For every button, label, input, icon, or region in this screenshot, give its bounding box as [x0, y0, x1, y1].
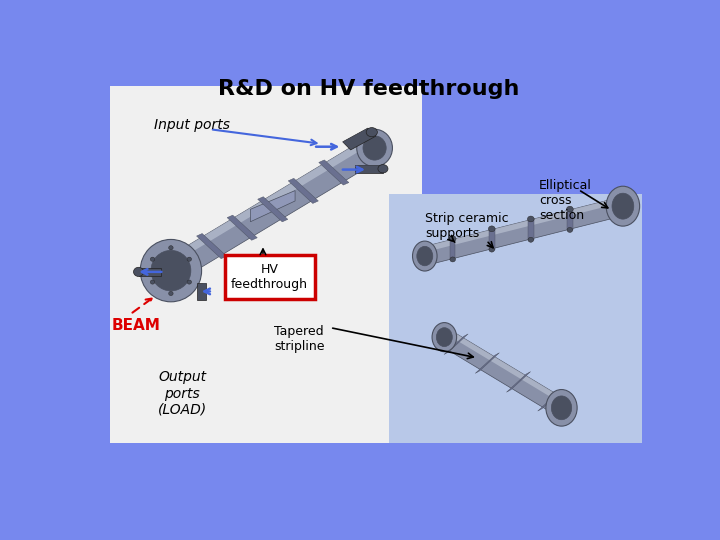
Polygon shape: [258, 197, 288, 222]
Ellipse shape: [168, 292, 173, 295]
Ellipse shape: [413, 241, 437, 271]
Polygon shape: [319, 160, 349, 185]
Text: R&D on HV feedthrough: R&D on HV feedthrough: [218, 79, 520, 99]
Ellipse shape: [187, 280, 192, 284]
FancyBboxPatch shape: [225, 255, 315, 299]
Ellipse shape: [552, 396, 572, 420]
Polygon shape: [197, 233, 227, 259]
Ellipse shape: [528, 216, 534, 222]
Text: Elliptical
cross
section: Elliptical cross section: [539, 179, 592, 222]
Polygon shape: [506, 372, 531, 392]
Polygon shape: [538, 390, 562, 411]
Ellipse shape: [168, 246, 173, 250]
Polygon shape: [567, 209, 572, 230]
Text: BEAM: BEAM: [111, 319, 160, 333]
Polygon shape: [227, 215, 257, 240]
Ellipse shape: [489, 247, 495, 252]
Polygon shape: [197, 283, 206, 300]
Polygon shape: [138, 274, 161, 276]
Bar: [389, 194, 642, 443]
Text: Output
ports
(LOAD): Output ports (LOAD): [158, 370, 207, 417]
Polygon shape: [343, 128, 376, 150]
Text: Input ports: Input ports: [154, 118, 230, 132]
Polygon shape: [437, 330, 569, 414]
Polygon shape: [444, 334, 468, 355]
Ellipse shape: [150, 280, 155, 284]
Ellipse shape: [150, 257, 155, 261]
Ellipse shape: [528, 237, 534, 242]
Ellipse shape: [151, 251, 191, 291]
Polygon shape: [251, 191, 295, 222]
Ellipse shape: [612, 193, 634, 219]
Ellipse shape: [567, 227, 572, 232]
Polygon shape: [450, 239, 456, 259]
Polygon shape: [475, 353, 500, 373]
Ellipse shape: [546, 389, 577, 426]
Ellipse shape: [366, 127, 377, 137]
Text: Strip ceramic
supports: Strip ceramic supports: [425, 212, 508, 240]
Polygon shape: [447, 330, 569, 405]
Ellipse shape: [356, 129, 392, 167]
Ellipse shape: [567, 206, 573, 212]
Ellipse shape: [449, 236, 456, 241]
Polygon shape: [355, 165, 383, 167]
Polygon shape: [355, 165, 383, 173]
Ellipse shape: [133, 267, 143, 276]
Ellipse shape: [488, 226, 495, 232]
Ellipse shape: [606, 186, 639, 226]
Ellipse shape: [432, 322, 456, 352]
Polygon shape: [203, 283, 206, 300]
Polygon shape: [489, 229, 495, 249]
Ellipse shape: [417, 246, 433, 266]
Polygon shape: [161, 139, 371, 267]
Text: HV
feedthrough: HV feedthrough: [231, 263, 308, 291]
Ellipse shape: [363, 136, 386, 160]
Ellipse shape: [450, 257, 456, 262]
Ellipse shape: [140, 239, 202, 302]
Polygon shape: [161, 139, 384, 280]
Ellipse shape: [378, 165, 388, 173]
Text: Tapered
stripline: Tapered stripline: [274, 325, 325, 353]
Polygon shape: [528, 219, 534, 240]
Polygon shape: [421, 198, 627, 265]
Polygon shape: [343, 128, 370, 144]
Ellipse shape: [436, 328, 452, 347]
Ellipse shape: [187, 257, 192, 261]
Polygon shape: [138, 268, 161, 276]
Bar: [109, 85, 422, 443]
Polygon shape: [288, 178, 318, 204]
Polygon shape: [421, 198, 621, 253]
